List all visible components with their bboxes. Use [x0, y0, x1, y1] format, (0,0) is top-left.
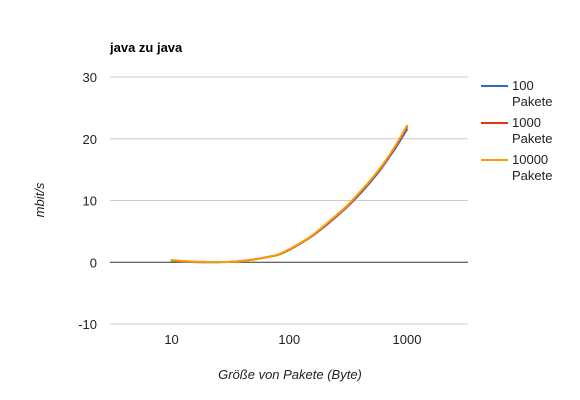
legend-item: 100 Pakete: [481, 78, 552, 109]
y-tick-label: -10: [78, 317, 97, 332]
series-line-1: [172, 129, 407, 262]
y-tick-label: 0: [90, 255, 97, 270]
y-tick-label: 30: [83, 70, 97, 85]
legend: 100 Pakete 1000 Pakete 10000 Pakete: [481, 78, 552, 183]
series-line-3: [172, 126, 407, 262]
series-line-2: [172, 127, 407, 262]
x-tick-label: 100: [278, 332, 300, 347]
legend-item: 1000 Pakete: [481, 115, 552, 146]
y-axis-label: mbit/s: [32, 182, 47, 217]
series-lines: [172, 126, 407, 262]
x-axis-ticks: 10 100 1000: [164, 332, 421, 347]
x-axis-label: Größe von Pakete (Byte): [218, 367, 362, 382]
legend-item: 10000 Pakete: [481, 152, 552, 183]
x-tick-label: 1000: [393, 332, 422, 347]
gridlines: [110, 77, 468, 324]
y-axis-ticks: -10 0 10 20 30: [78, 70, 97, 332]
legend-label: 100 Pakete: [512, 78, 552, 109]
y-tick-label: 10: [83, 194, 97, 209]
y-tick-label: 20: [83, 132, 97, 147]
legend-label: 10000 Pakete: [512, 152, 552, 183]
x-tick-label: 10: [164, 332, 178, 347]
chart-title: java zu java: [109, 40, 183, 55]
legend-label: 1000 Pakete: [512, 115, 552, 146]
